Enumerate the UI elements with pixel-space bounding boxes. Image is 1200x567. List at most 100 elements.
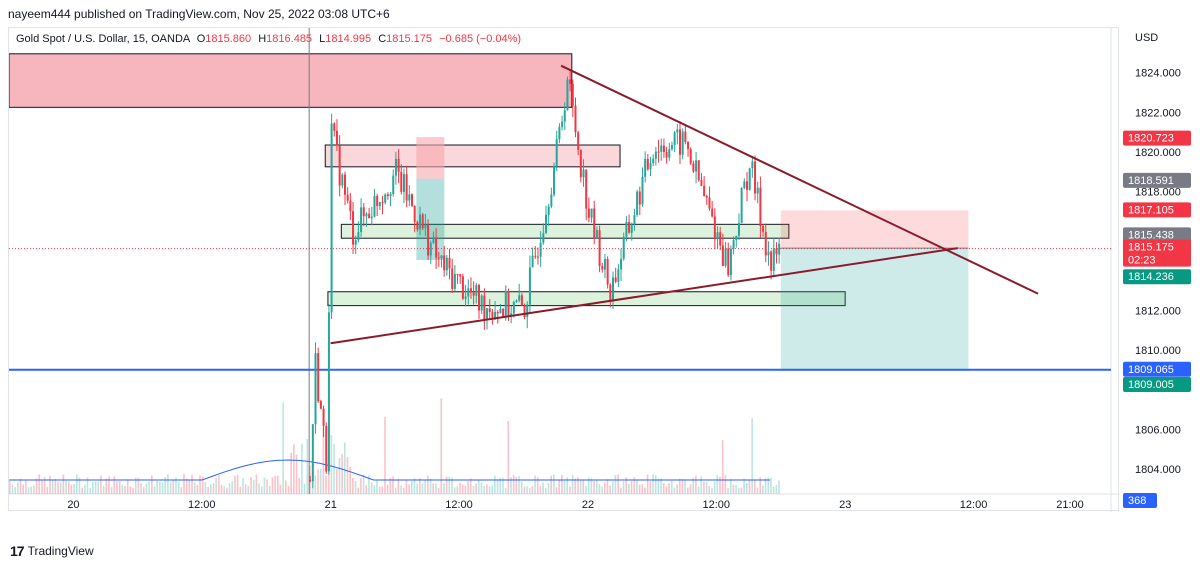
candle-body [392, 175, 395, 195]
volume-bar [27, 487, 30, 494]
candle-body [419, 214, 422, 230]
candle-body [480, 295, 483, 311]
volume-bar [352, 477, 354, 494]
volume-bar [545, 487, 547, 494]
volume-bar [129, 486, 132, 494]
candle-body [386, 194, 389, 197]
volume-bar [94, 481, 97, 494]
candle-body [507, 291, 510, 317]
price-axis[interactable]: 1804.000 1806.000 1810.000 1812.000 1818.000… [1119, 27, 1200, 517]
candle-body [494, 311, 497, 318]
candle-body [322, 408, 325, 426]
price-badge-countdown: 02:23 [1128, 255, 1156, 267]
volume-bar [151, 475, 153, 494]
candle-body [740, 187, 743, 223]
candle-body [534, 255, 537, 257]
volume-bar [561, 475, 563, 494]
price-badge [1123, 493, 1157, 508]
volume-bar [250, 476, 252, 494]
volume-bar [429, 478, 432, 494]
x-tick-label: 20 [67, 499, 79, 511]
highlight-red [416, 137, 445, 179]
volume-bar [234, 475, 236, 494]
volume-bar [735, 484, 737, 494]
candle-body [451, 268, 454, 289]
volume-bar [684, 479, 686, 494]
candle-body [612, 277, 614, 302]
volume-bar [360, 478, 362, 494]
volume-bar [606, 479, 609, 494]
x-tick-label: 21 [325, 499, 337, 511]
volume-bar [612, 481, 614, 494]
tradingview-logo-icon: 17 [10, 543, 25, 559]
volume-bar [384, 416, 386, 494]
volume-bar [411, 481, 413, 494]
volume-bar [427, 475, 429, 494]
volume-bar [547, 483, 550, 494]
volume-bar [574, 478, 577, 494]
candle-body [684, 131, 687, 143]
price-badge-value: 1815.438 [1128, 229, 1174, 241]
candle-body [400, 171, 403, 192]
volume-bar [145, 483, 148, 494]
volume-bar [196, 484, 199, 494]
candle-body [437, 257, 440, 259]
volume-bar [676, 484, 678, 494]
chart-frame[interactable]: 20 12:00 21 12:00 22 12:00 23 12:00 21:00 [8, 27, 1120, 512]
candle-body [491, 312, 494, 318]
candle-body [606, 258, 609, 285]
volume-bar [175, 477, 177, 494]
candle-body [360, 207, 363, 233]
volume-bar [260, 486, 263, 494]
volume-bar [539, 486, 542, 494]
change-value: −0.685 (−0.04%) [439, 33, 522, 45]
candle-body [357, 232, 360, 241]
volume-bar [322, 427, 325, 494]
price-badge-value: 1809.065 [1128, 364, 1174, 376]
price-chart[interactable]: 20 12:00 21 12:00 22 12:00 23 12:00 21:00 [9, 28, 1120, 512]
price-badge [1123, 202, 1191, 218]
candle-body [464, 296, 467, 299]
candle-body [620, 258, 623, 270]
x-tick-label: 23 [839, 499, 851, 511]
volume-moving-average [9, 459, 771, 481]
volume-bar [620, 487, 622, 494]
volume-bar [370, 482, 373, 494]
volume-bar [531, 486, 534, 494]
candle-body [716, 232, 719, 240]
candle-body [317, 353, 320, 402]
candle-body [703, 185, 706, 196]
volume-bar [770, 477, 772, 494]
volume-bar [134, 477, 137, 494]
volume-bar [19, 478, 22, 494]
candle-body [660, 145, 663, 152]
volume-bar [416, 483, 418, 494]
volume-bar [180, 487, 183, 494]
price-badge [1123, 269, 1191, 285]
volume-bar [389, 477, 392, 494]
low-label: L [319, 33, 326, 45]
candle-body [561, 121, 564, 127]
volume-bar [668, 483, 670, 494]
volume-bar [432, 483, 435, 494]
volume-bar [687, 487, 689, 494]
candle-body [421, 214, 424, 229]
tradingview-logo[interactable]: 17 TradingView [10, 543, 94, 559]
volume-bar [301, 443, 303, 494]
volume-bar [274, 475, 276, 494]
y-tick-label: 1810.000 [1135, 345, 1181, 357]
volume-bar [35, 478, 38, 494]
volume-bar [220, 484, 223, 494]
volume-bar [172, 480, 175, 494]
candle-body [330, 123, 333, 313]
volume-bar [223, 486, 225, 494]
candle-body [654, 151, 657, 159]
volume-bar [681, 478, 684, 494]
volume-bar [518, 476, 520, 494]
candle-body [394, 158, 397, 176]
volume-bar [327, 464, 330, 494]
volume-bar [721, 440, 724, 494]
candle-body [333, 123, 336, 131]
volume-bar [153, 486, 156, 494]
volume-bar [445, 476, 448, 494]
